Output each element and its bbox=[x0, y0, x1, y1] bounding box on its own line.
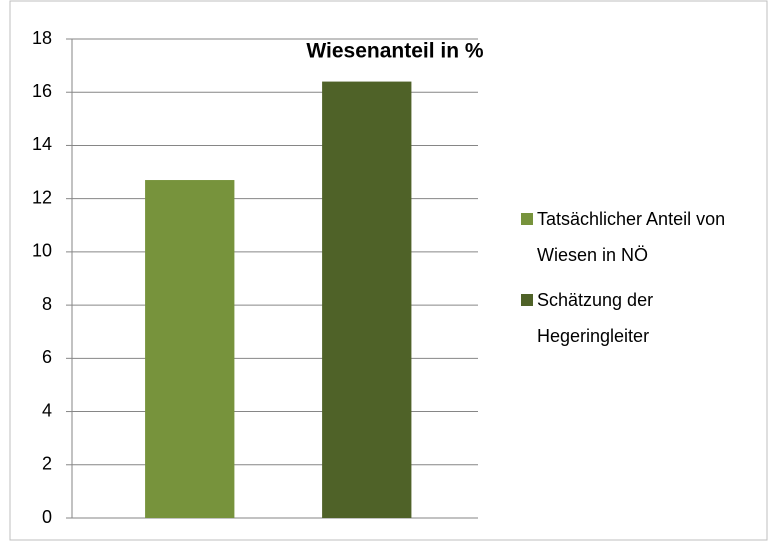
y-tick-label: 6 bbox=[42, 347, 52, 367]
chart-title: Wiesenanteil in % bbox=[306, 40, 484, 63]
y-tick-label: 16 bbox=[32, 81, 52, 101]
bar bbox=[145, 180, 235, 519]
y-tick-label: 8 bbox=[42, 294, 52, 314]
legend-swatch bbox=[521, 294, 533, 306]
y-tick-label: 0 bbox=[42, 507, 52, 527]
y-tick-label: 10 bbox=[32, 241, 52, 261]
y-tick-label: 14 bbox=[32, 134, 52, 154]
y-tick-label: 2 bbox=[42, 454, 52, 474]
legend-label: Schätzung der Hegeringleiter bbox=[537, 290, 654, 346]
y-tick-label: 4 bbox=[42, 400, 52, 420]
bar bbox=[322, 81, 412, 519]
y-tick-label: 18 bbox=[32, 28, 52, 48]
y-tick-label: 12 bbox=[32, 187, 52, 207]
legend-label: Tatsächlicher Anteil von Wiesen in NÖ bbox=[537, 209, 726, 265]
legend-swatch bbox=[521, 213, 533, 225]
